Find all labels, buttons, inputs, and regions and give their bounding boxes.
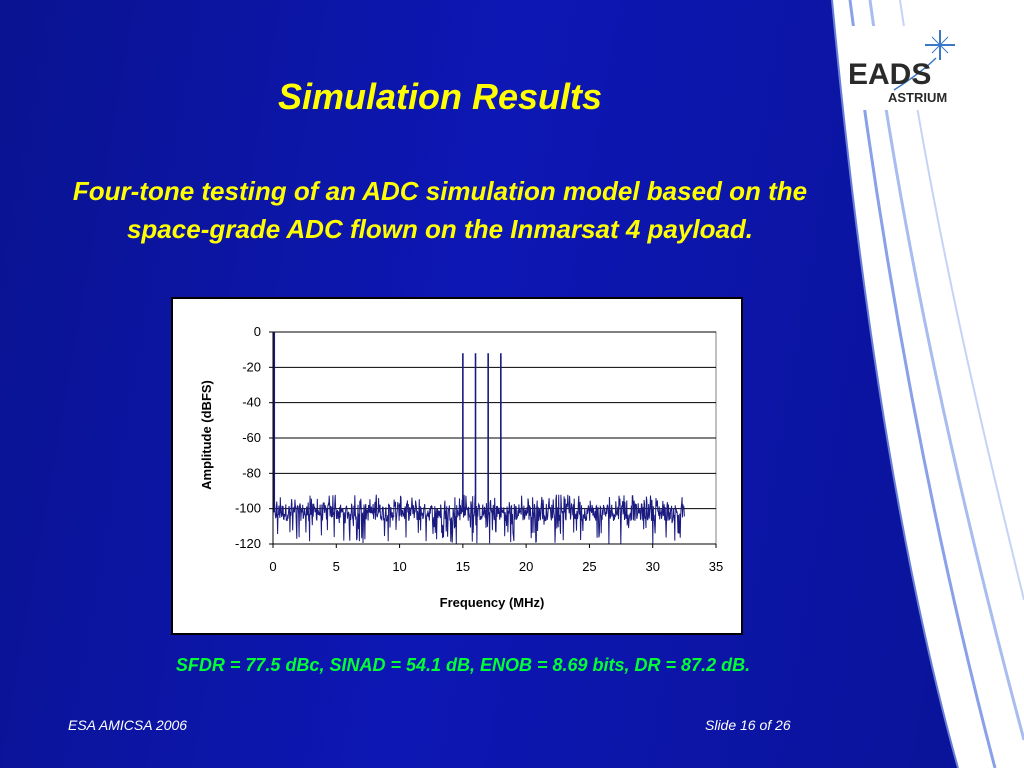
x-tick-label: 15: [456, 559, 470, 574]
chart-container: 0 -20 -40 -60 -80 -100 -120 0 5 10 15 20 25 30 35 Freq…: [171, 297, 743, 635]
y-tick-label: -100: [235, 501, 261, 516]
footer-slide-number: Slide 16 of 26: [705, 717, 791, 733]
y-tick-label: -40: [242, 395, 261, 410]
x-tick-label: 0: [269, 559, 276, 574]
y-tick-label: -80: [242, 465, 261, 480]
logo-eads-text: EADS: [848, 58, 931, 91]
x-axis-title: Frequency (MHz): [440, 595, 545, 610]
slide-title: Simulation Results: [277, 76, 603, 117]
y-tick-label: -60: [242, 430, 261, 445]
x-tick-label: 25: [582, 559, 596, 574]
y-tick-label: 0: [254, 324, 261, 339]
y-axis-title: Amplitude (dBFS): [199, 380, 214, 490]
y-tick-label: -120: [235, 536, 261, 551]
x-tick-label: 20: [519, 559, 533, 574]
tick-labels: 0 -20 -40 -60 -80 -100 -120 0 5 10 15 20 25 30 35: [235, 324, 723, 574]
x-tick-label: 10: [392, 559, 406, 574]
spectrum-series: [272, 332, 685, 545]
noise-floor-trace: [272, 494, 685, 545]
x-tick-label: 35: [709, 559, 723, 574]
performance-metrics: SFDR = 77.5 dBc, SINAD = 54.1 dB, ENOB =…: [175, 655, 751, 675]
axes: [269, 331, 717, 548]
star-cross-icon: [925, 30, 955, 60]
logo-astrium-text: ASTRIUM: [888, 90, 947, 105]
y-tick-label: -20: [242, 359, 261, 374]
eads-astrium-logo: EADS ASTRIUM: [844, 26, 958, 110]
spectrum-chart: 0 -20 -40 -60 -80 -100 -120 0 5 10 15 20 25 30 35 Freq…: [199, 324, 723, 610]
x-tick-label: 5: [333, 559, 340, 574]
x-tick-label: 30: [645, 559, 659, 574]
slide-subtitle: Four-tone testing of an ADC simulation m…: [72, 176, 808, 244]
logo-graphic: EADS ASTRIUM: [848, 30, 955, 105]
footer-conference: ESA AMICSA 2006: [68, 717, 188, 733]
